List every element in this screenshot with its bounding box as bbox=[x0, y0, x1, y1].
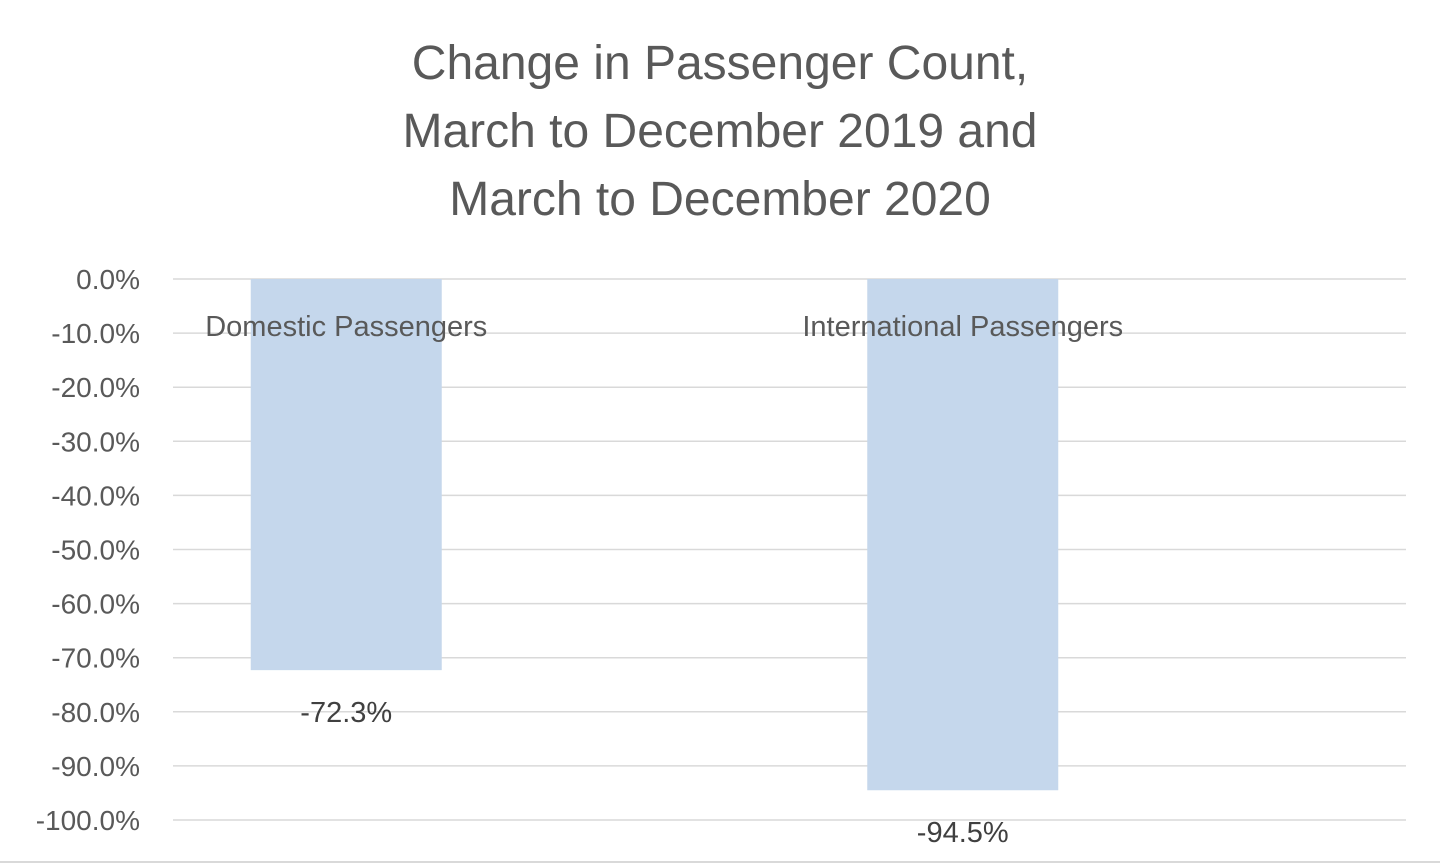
chart-title-line-2: March to December 2019 and bbox=[402, 105, 1038, 158]
chart-title-line-1: Change in Passenger Count, bbox=[411, 37, 1029, 90]
y-tick-label: -20.0% bbox=[51, 372, 140, 403]
category-label: Domestic Passengers bbox=[205, 311, 487, 343]
bar bbox=[250, 279, 442, 671]
labels: Domestic Passengers -72.3% International P… bbox=[205, 311, 1123, 849]
y-tick-label: -40.0% bbox=[51, 480, 140, 511]
y-tick-label: 0.0% bbox=[76, 264, 140, 295]
category-label: International Passengers bbox=[802, 311, 1123, 343]
y-axis: 0.0% -10.0% -20.0% -30.0% -40.0% -50.0% -60.0%… bbox=[36, 264, 140, 836]
y-tick-label: -80.0% bbox=[51, 697, 140, 728]
chart-title: Change in Passenger Count, March to Dece… bbox=[0, 30, 1440, 234]
y-tick-label: -70.0% bbox=[51, 643, 140, 674]
y-tick-label: -30.0% bbox=[51, 426, 140, 457]
y-tick-label: -60.0% bbox=[51, 589, 140, 620]
y-tick-label: -10.0% bbox=[51, 318, 140, 349]
data-label: -72.3% bbox=[300, 697, 392, 729]
bottom-border bbox=[0, 861, 1440, 863]
y-tick-label: -90.0% bbox=[51, 751, 140, 782]
chart-title-line-3: March to December 2020 bbox=[449, 173, 991, 226]
bar bbox=[867, 279, 1059, 791]
data-label: -94.5% bbox=[917, 817, 1009, 849]
y-tick-label: -50.0% bbox=[51, 535, 140, 566]
y-tick-label: -100.0% bbox=[36, 805, 140, 836]
bars bbox=[250, 279, 1059, 791]
